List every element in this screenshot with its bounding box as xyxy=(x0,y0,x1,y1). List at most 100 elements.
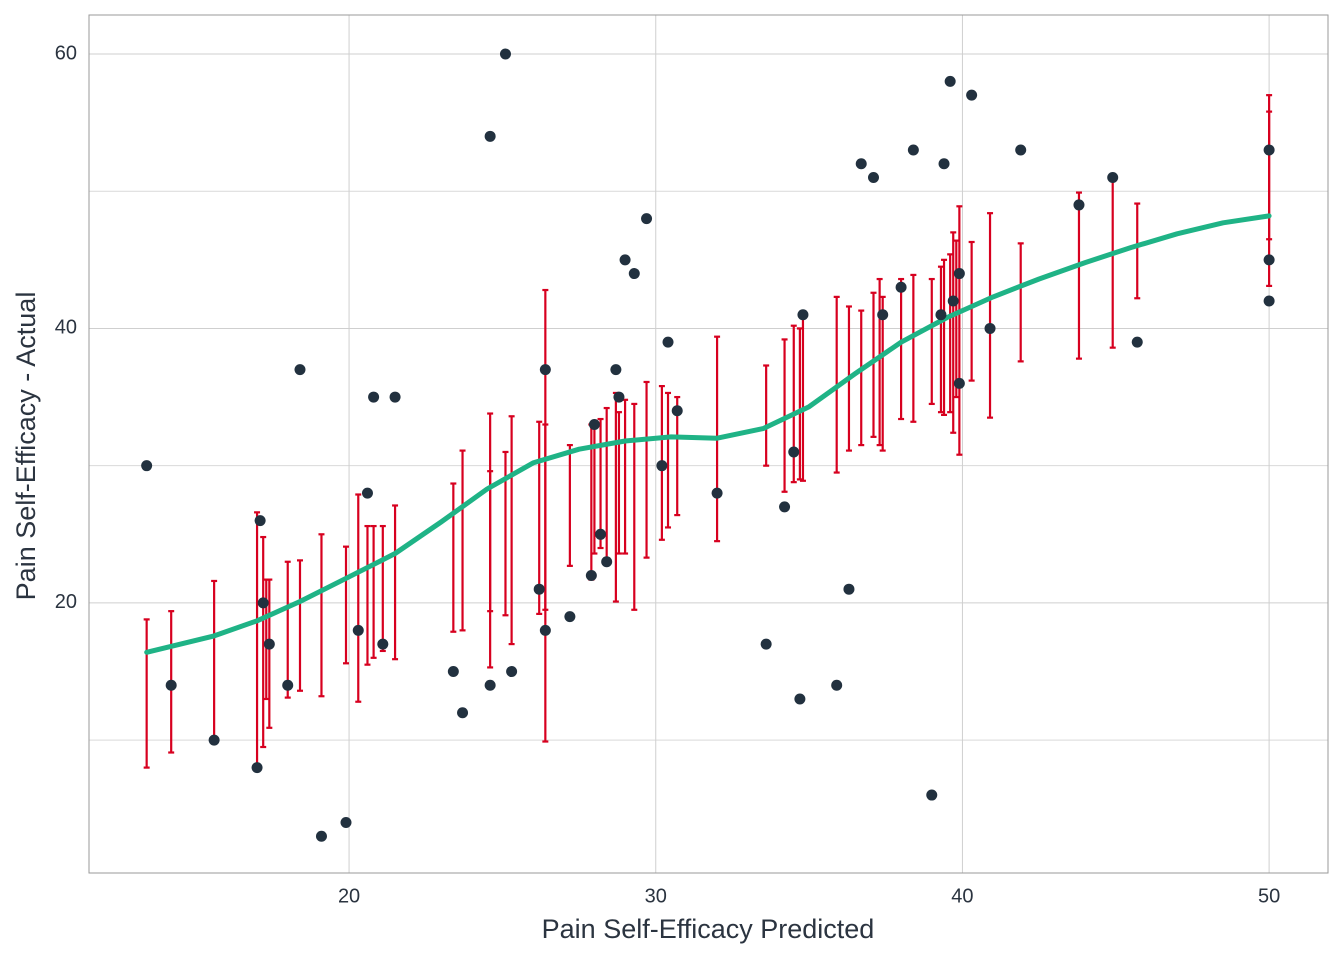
point xyxy=(447,666,459,678)
error-bar xyxy=(615,411,622,555)
error-bar xyxy=(665,391,672,529)
error-bar xyxy=(487,470,494,613)
error-bar xyxy=(603,406,610,563)
point xyxy=(947,295,959,307)
error-bar xyxy=(674,395,681,517)
point xyxy=(760,638,772,650)
error-bar xyxy=(355,493,362,703)
point xyxy=(282,679,294,691)
point xyxy=(1263,254,1275,266)
error-bar xyxy=(870,291,877,438)
point xyxy=(984,322,996,334)
error-bar xyxy=(143,618,150,769)
point xyxy=(843,583,855,595)
error-bar xyxy=(1266,110,1273,241)
point xyxy=(944,75,956,87)
error-bar xyxy=(928,277,935,406)
plot-border xyxy=(88,14,1329,874)
point xyxy=(641,213,653,225)
y-axis-title: Pain Self-Efficacy - Actual xyxy=(11,292,41,601)
point xyxy=(966,89,978,101)
error-bar xyxy=(643,380,650,559)
error-bar xyxy=(260,535,267,749)
point xyxy=(794,693,806,705)
error-bar xyxy=(898,277,905,421)
y-tick-label: 20 xyxy=(55,591,77,613)
point xyxy=(895,281,907,293)
point xyxy=(499,48,511,60)
point xyxy=(251,762,263,774)
point xyxy=(539,364,551,376)
error-bar xyxy=(459,449,466,632)
point xyxy=(926,789,938,801)
point xyxy=(315,830,327,842)
x-tick-label: 40 xyxy=(951,885,973,907)
error-bar xyxy=(1075,191,1082,360)
point xyxy=(361,487,373,499)
error-bar xyxy=(763,364,770,467)
error-bar xyxy=(941,258,948,417)
y-tick-label: 40 xyxy=(55,317,77,339)
point xyxy=(619,254,631,266)
error-bar xyxy=(318,533,325,698)
error-bar xyxy=(508,415,515,646)
error-bar xyxy=(566,443,573,567)
error-bar xyxy=(968,240,975,382)
error-bar xyxy=(284,560,291,699)
point xyxy=(711,487,723,499)
point xyxy=(779,501,791,513)
point xyxy=(377,638,389,650)
error-bar xyxy=(597,417,604,550)
point xyxy=(953,268,965,280)
error-bar xyxy=(790,324,797,484)
error-bar xyxy=(879,295,886,452)
point xyxy=(457,707,469,719)
error-bar xyxy=(379,524,386,653)
point xyxy=(1015,144,1027,156)
point xyxy=(1131,336,1143,348)
point xyxy=(595,528,607,540)
error-bar xyxy=(622,398,629,555)
point xyxy=(613,391,625,403)
error-bar xyxy=(956,205,963,456)
point xyxy=(533,583,545,595)
error-bar xyxy=(296,559,303,692)
error-bar xyxy=(1109,176,1116,349)
point xyxy=(867,171,879,183)
error-bar xyxy=(987,212,994,419)
point xyxy=(610,364,622,376)
point xyxy=(352,624,364,636)
point xyxy=(831,679,843,691)
point xyxy=(671,405,683,417)
error-bar xyxy=(950,231,957,434)
error-bar xyxy=(254,511,261,772)
point xyxy=(1107,171,1119,183)
point xyxy=(855,158,867,170)
point xyxy=(585,569,597,581)
error-bar xyxy=(781,338,788,493)
point xyxy=(484,130,496,142)
x-tick-label: 50 xyxy=(1258,885,1280,907)
point xyxy=(938,158,950,170)
point xyxy=(907,144,919,156)
error-bar xyxy=(542,423,549,611)
point xyxy=(141,460,153,472)
error-bar xyxy=(450,482,457,633)
error-bar xyxy=(1017,242,1024,363)
error-bar xyxy=(343,545,350,665)
point xyxy=(1263,144,1275,156)
point xyxy=(797,309,809,321)
error-bar xyxy=(211,579,218,743)
point xyxy=(662,336,674,348)
error-bar xyxy=(536,420,543,615)
smooth-line xyxy=(144,213,1272,655)
point xyxy=(588,419,600,431)
point xyxy=(340,816,352,828)
error-bar xyxy=(910,273,917,423)
point xyxy=(601,556,613,568)
error-bar xyxy=(370,524,377,659)
point xyxy=(165,679,177,691)
error-bar xyxy=(1134,202,1141,300)
point xyxy=(1073,199,1085,211)
point xyxy=(953,377,965,389)
